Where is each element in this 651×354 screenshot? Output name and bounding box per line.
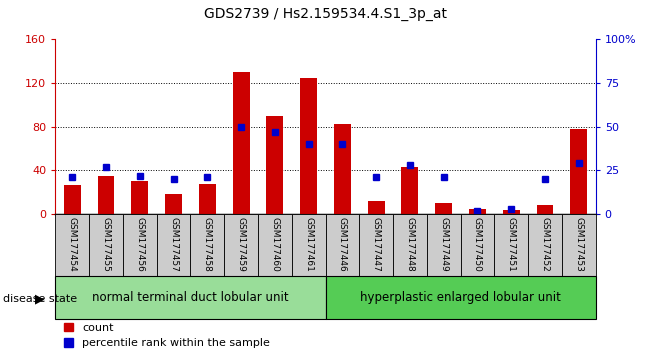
Text: GSM177457: GSM177457 — [169, 217, 178, 272]
Text: ▶: ▶ — [35, 293, 44, 306]
Text: GSM177452: GSM177452 — [540, 217, 549, 272]
Bar — [300, 78, 317, 214]
Text: disease state: disease state — [3, 294, 77, 304]
Bar — [232, 72, 249, 214]
Text: GSM177450: GSM177450 — [473, 217, 482, 272]
Text: GSM177449: GSM177449 — [439, 217, 448, 272]
Bar — [190, 214, 224, 276]
Bar — [326, 214, 359, 276]
Bar — [266, 116, 283, 214]
Bar — [393, 214, 427, 276]
Bar — [536, 205, 553, 214]
Bar — [469, 209, 486, 214]
Bar — [224, 214, 258, 276]
Bar — [89, 214, 123, 276]
Bar — [292, 214, 326, 276]
Bar — [562, 214, 596, 276]
Bar — [528, 214, 562, 276]
Bar — [199, 183, 215, 214]
Bar — [503, 210, 519, 214]
Bar — [570, 129, 587, 214]
Text: GSM177456: GSM177456 — [135, 217, 145, 272]
Text: GSM177448: GSM177448 — [406, 217, 415, 272]
Legend: count, percentile rank within the sample: count, percentile rank within the sample — [64, 322, 270, 348]
Bar — [98, 176, 115, 214]
Bar — [123, 214, 157, 276]
Text: GDS2739 / Hs2.159534.4.S1_3p_at: GDS2739 / Hs2.159534.4.S1_3p_at — [204, 7, 447, 21]
Text: GSM177453: GSM177453 — [574, 217, 583, 272]
Bar — [461, 214, 494, 276]
Text: GSM177447: GSM177447 — [372, 217, 381, 272]
Bar — [55, 276, 325, 319]
Text: GSM177454: GSM177454 — [68, 217, 77, 272]
Text: GSM177455: GSM177455 — [102, 217, 111, 272]
Text: hyperplastic enlarged lobular unit: hyperplastic enlarged lobular unit — [360, 291, 561, 304]
Text: GSM177451: GSM177451 — [506, 217, 516, 272]
Bar — [359, 214, 393, 276]
Bar — [64, 184, 81, 214]
Text: GSM177459: GSM177459 — [236, 217, 245, 272]
Text: GSM177446: GSM177446 — [338, 217, 347, 272]
Bar — [258, 214, 292, 276]
Bar — [55, 214, 89, 276]
Bar — [165, 194, 182, 214]
Bar — [436, 203, 452, 214]
Bar — [427, 214, 461, 276]
Bar — [494, 214, 528, 276]
Text: GSM177458: GSM177458 — [203, 217, 212, 272]
Bar — [402, 167, 419, 214]
Text: normal terminal duct lobular unit: normal terminal duct lobular unit — [92, 291, 289, 304]
Bar — [132, 181, 148, 214]
Bar — [326, 276, 596, 319]
Bar — [368, 201, 385, 214]
Bar — [334, 124, 351, 214]
Bar — [157, 214, 190, 276]
Text: GSM177460: GSM177460 — [270, 217, 279, 272]
Text: GSM177461: GSM177461 — [304, 217, 313, 272]
